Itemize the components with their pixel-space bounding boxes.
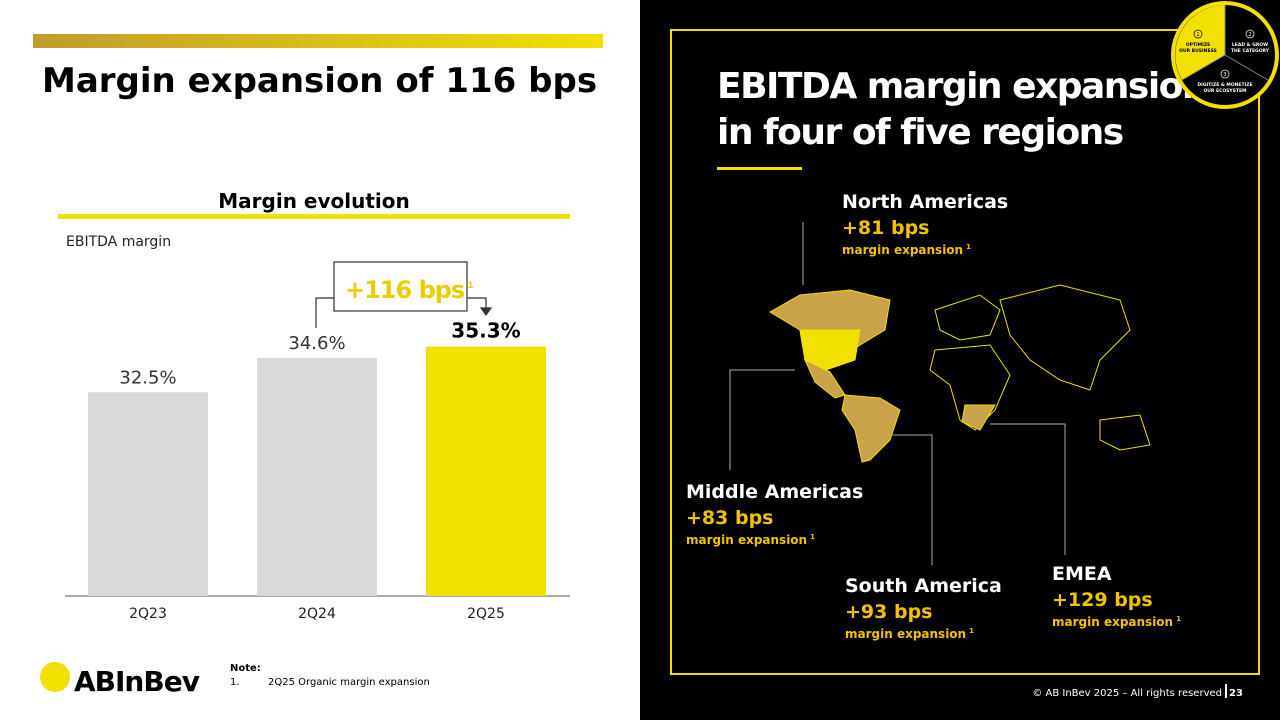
badge-label: OPTIMIZE xyxy=(1186,42,1210,48)
footnote-mark: 1 xyxy=(467,281,473,291)
badge xyxy=(1171,1,1279,109)
connectors xyxy=(729,222,1066,565)
region-label-text: margin expansion xyxy=(1052,615,1173,629)
region-label-text: margin expansion xyxy=(845,627,966,641)
badge-label: THE CATEGORY xyxy=(1231,48,1270,54)
copyright: © AB InBev 2025 – All rights reserved xyxy=(1032,688,1222,699)
badge-label: OUR BUSINESS xyxy=(1179,48,1217,54)
header-bar xyxy=(33,34,603,48)
badge-label: OUR ECOSYSTEM xyxy=(1203,88,1247,94)
annotation-box xyxy=(333,261,468,312)
x-tick-label: 2Q23 xyxy=(129,606,167,622)
connector xyxy=(990,423,1066,555)
annotation-value: +116 bps xyxy=(345,276,465,304)
badge-number-ring xyxy=(1193,29,1203,39)
map-australia xyxy=(1099,414,1151,451)
panel-title-line: in four of five regions xyxy=(717,112,1123,153)
bar xyxy=(426,346,546,596)
badge-dividers xyxy=(1181,5,1269,81)
badge-number-ring xyxy=(1245,29,1255,39)
map-europe xyxy=(934,294,1001,341)
footnote-mark: 1 xyxy=(810,533,815,541)
connector xyxy=(890,434,933,565)
badge-label: LEAD & GROW xyxy=(1232,42,1268,48)
footnote-mark: 1 xyxy=(1176,615,1181,623)
annotation-connector xyxy=(315,297,487,328)
badge-number: 2 xyxy=(1248,32,1251,38)
region-label: margin expansion 1 xyxy=(842,243,971,257)
region-value: +129 bps xyxy=(1052,589,1153,611)
footer-divider xyxy=(1225,684,1227,698)
region-label: margin expansion 1 xyxy=(686,533,815,547)
x-tick-label: 2Q25 xyxy=(467,606,505,622)
y-label: EBITDA margin xyxy=(66,234,171,250)
badge-segment xyxy=(1175,5,1225,80)
connector xyxy=(729,369,795,470)
map-central-america xyxy=(803,358,846,399)
chart-title: Margin evolution xyxy=(218,189,409,213)
logo: ABInBev xyxy=(40,662,201,698)
badge-number: 1 xyxy=(1196,32,1199,38)
panel-title-rule xyxy=(717,167,802,170)
region-value: +83 bps xyxy=(686,507,774,529)
badge-label: DIGITIZE & MONETIZE xyxy=(1197,82,1252,88)
bar xyxy=(88,392,208,596)
region-name: EMEA xyxy=(1052,563,1112,585)
note-text: 2Q25 Organic margin expansion xyxy=(268,677,430,688)
world-map xyxy=(769,284,1151,463)
panel-frame xyxy=(670,29,1260,675)
chart-title-rule xyxy=(58,214,570,219)
region-label: margin expansion 1 xyxy=(1052,615,1181,629)
logo-mark xyxy=(40,662,70,692)
logo-text: ABInBev xyxy=(74,665,200,698)
region-name: South America xyxy=(845,575,1002,597)
note-heading: Note: xyxy=(230,663,261,674)
footnote-mark: 1 xyxy=(966,243,971,251)
region-name: Middle Americas xyxy=(686,481,863,503)
region-name: North Americas xyxy=(842,191,1008,213)
value-label: 34.6% xyxy=(288,333,345,354)
map-southern-africa xyxy=(961,404,996,431)
region-value: +81 bps xyxy=(842,217,930,239)
panel-title-line: EBITDA margin expansion xyxy=(717,66,1206,107)
bar xyxy=(257,358,377,596)
value-label: 32.5% xyxy=(119,367,176,388)
slide-title: Margin expansion of 116 bps xyxy=(42,61,597,101)
annotation xyxy=(315,261,493,328)
page-number: 23 xyxy=(1229,688,1243,699)
note-number: 1. xyxy=(230,677,240,688)
region-label: margin expansion 1 xyxy=(845,627,974,641)
map-south-america xyxy=(841,394,901,463)
region-label-text: margin expansion xyxy=(686,533,807,547)
badge-number: 3 xyxy=(1223,72,1226,78)
annotation-arrow xyxy=(479,307,493,317)
x-tick-label: 2Q24 xyxy=(298,606,336,622)
region-label-text: margin expansion xyxy=(842,243,963,257)
badge-number-ring xyxy=(1220,69,1230,79)
footnote-mark: 1 xyxy=(969,627,974,635)
annotation-text: +116 bps 1 xyxy=(345,276,473,304)
map-usa xyxy=(799,329,861,373)
map-asia xyxy=(999,284,1131,391)
region-value: +93 bps xyxy=(845,601,933,623)
value-label: 35.3% xyxy=(451,319,520,343)
